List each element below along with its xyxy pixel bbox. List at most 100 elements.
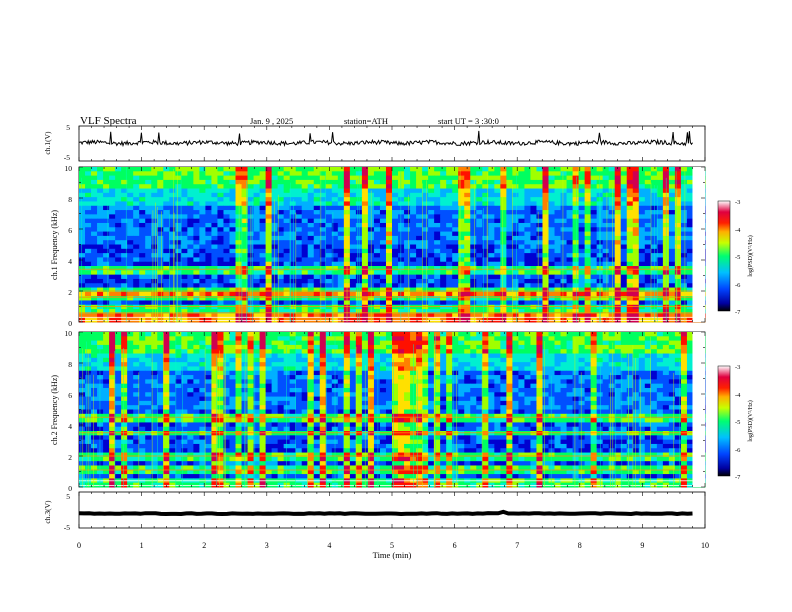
spectrogram-cell — [181, 300, 188, 306]
spectrogram-cell — [163, 197, 170, 202]
spectrogram-cell — [325, 231, 333, 237]
spectrogram-cell — [506, 240, 513, 245]
spectrogram-cell — [301, 227, 309, 232]
spectrogram-cell — [337, 336, 345, 342]
spectrogram-cell — [325, 244, 333, 250]
spectrogram-cell — [554, 287, 561, 293]
spectrogram-cell — [656, 336, 664, 342]
spectrogram-cell — [632, 270, 640, 276]
spectrogram-cell — [578, 167, 586, 172]
spectrogram-cell — [554, 296, 561, 301]
spectrogram-cell — [127, 300, 134, 306]
spectrogram-cell — [392, 353, 399, 359]
spectrogram-cell — [392, 218, 399, 224]
spectrogram-cell — [686, 300, 694, 306]
spectrogram-cell — [638, 179, 646, 185]
spectrogram-cell — [295, 235, 303, 241]
spectrogram-cell — [464, 261, 471, 267]
spectrogram-cell — [542, 218, 549, 224]
spectrogram-cell — [97, 274, 104, 280]
spectrogram-cell — [181, 175, 188, 181]
spectrogram-cell — [626, 197, 634, 202]
spectrogram-cell — [211, 188, 218, 194]
spectrogram-cell — [632, 257, 640, 263]
spectrogram-cell — [644, 231, 652, 237]
spectrogram-cell — [470, 283, 477, 288]
spectrogram-cell — [379, 362, 387, 367]
spectrogram-cell — [109, 336, 116, 342]
spectrogram-cell — [205, 248, 212, 254]
spectrogram-cell — [620, 261, 628, 267]
spectrogram-cell — [187, 336, 194, 342]
spectrogram-cell — [241, 201, 248, 207]
spectrogram-cell — [548, 227, 555, 232]
spectrogram-cell — [560, 357, 567, 363]
spectrogram-cell — [289, 340, 297, 346]
spectrogram-cell — [608, 357, 616, 363]
spectrogram-cell — [289, 184, 297, 189]
spectrogram-cell — [542, 248, 549, 254]
spectrogram-cell — [211, 270, 218, 276]
spectrogram-cell — [596, 278, 604, 284]
spectrogram-cell — [494, 270, 501, 276]
spectrogram-cell — [79, 274, 86, 280]
spectrogram-cell — [434, 214, 441, 220]
spectrogram-cell — [253, 270, 260, 276]
spectrogram-cell — [121, 197, 128, 202]
spectrogram-cell — [307, 296, 315, 301]
spectrogram-cell — [524, 340, 531, 346]
spectrogram-cell — [566, 175, 573, 181]
spectrogram-cell — [361, 210, 369, 215]
spectrogram-cell — [229, 313, 236, 319]
spectrogram-cell — [404, 261, 411, 267]
spectrogram-cell — [79, 253, 86, 258]
spectrogram-cell — [121, 283, 128, 288]
spectrogram-cell — [548, 353, 555, 359]
spectrogram-cell — [416, 332, 423, 337]
spectrogram-cell — [590, 336, 598, 342]
spectrogram-cell — [385, 218, 393, 224]
spectrogram-cell — [458, 353, 465, 359]
spectrogram-cell — [524, 362, 531, 367]
spectrogram-cell — [434, 171, 441, 177]
spectrogram-cell — [283, 248, 291, 254]
spectrogram-cell — [572, 340, 579, 346]
spectrogram-cell — [97, 188, 104, 194]
spectrogram-cell — [470, 227, 477, 232]
spectrogram-cell — [103, 349, 110, 354]
spectrogram-cell — [175, 222, 182, 228]
spectrogram-cell — [686, 179, 694, 185]
spectrogram-cell — [512, 257, 519, 263]
spectrogram-cell — [79, 336, 86, 342]
spectrogram-cell — [470, 340, 477, 346]
spectrogram-cell — [620, 167, 628, 172]
spectrogram-cell — [79, 340, 86, 346]
spectrogram-cell — [650, 205, 658, 211]
spectrogram-cell — [91, 287, 98, 293]
spectrogram-cell — [103, 270, 110, 276]
spectrogram-cell — [422, 231, 429, 237]
spectrogram-cell — [524, 313, 531, 319]
spectrogram-cell — [464, 332, 471, 337]
spectrogram-cell — [313, 283, 321, 288]
spectrogram-cell — [169, 214, 176, 220]
spectrogram-cell — [175, 167, 182, 172]
spectrogram-cell — [97, 244, 104, 250]
spectrogram-cell — [422, 171, 429, 177]
spectrogram-cell — [680, 300, 688, 306]
spectrogram-cell — [163, 300, 170, 306]
spectrogram-cell — [620, 214, 628, 220]
spectrogram-cell — [199, 332, 206, 337]
spectrogram-cell — [211, 253, 218, 258]
spectrogram-cell — [548, 291, 555, 297]
spectrogram-cell — [428, 253, 435, 258]
spectrogram-cell — [458, 210, 465, 215]
spectrogram-cell — [235, 218, 242, 224]
spectrogram-cell — [578, 349, 586, 354]
spectrogram-cell — [337, 304, 345, 310]
spectrogram-cell — [530, 336, 537, 342]
spectrogram-cell — [91, 218, 98, 224]
spectrogram-cell — [379, 167, 387, 172]
spectrogram-cell — [530, 222, 537, 228]
spectrogram-cell — [650, 218, 658, 224]
